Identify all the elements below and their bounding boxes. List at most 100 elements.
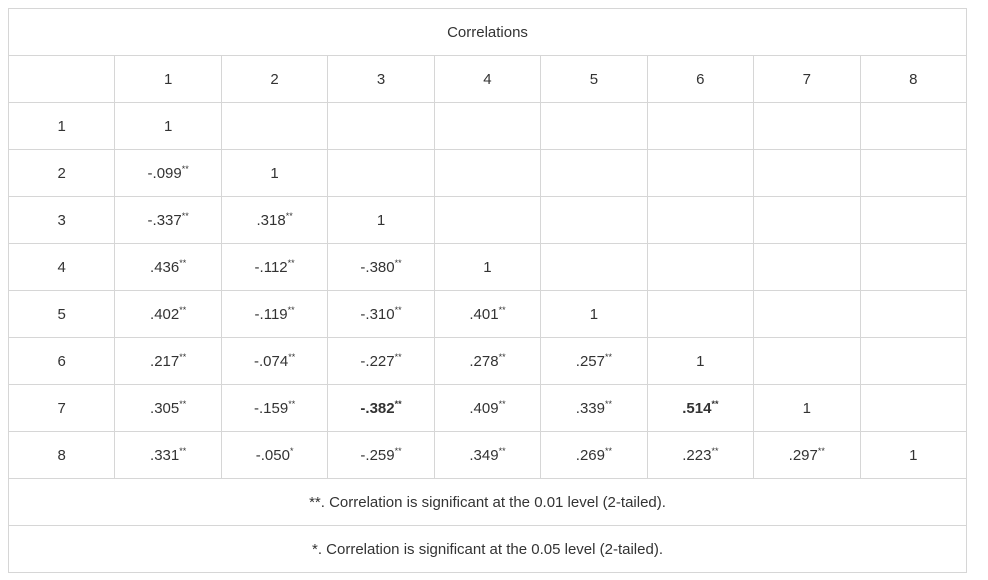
cell-value: -.382 (360, 399, 395, 417)
table-cell: 1 (114, 102, 222, 150)
cell-value: .305 (150, 399, 180, 417)
footnote: **. Correlation is significant at the 0.… (8, 478, 967, 526)
column-header: 5 (540, 55, 648, 103)
table-cell (433, 196, 542, 244)
table-cell (859, 149, 967, 197)
table-cell (433, 102, 542, 150)
table-row: 8.331** -.050* -.259** .349** .269** .223** .2… (7, 431, 967, 479)
table-cell (753, 243, 861, 291)
table-cell: .349** (433, 431, 542, 479)
significance-marker: ** (179, 304, 187, 315)
table-row: 7.305** -.159** -.382** .409** .339** .514** 1 (7, 384, 967, 432)
significance-marker: ** (179, 257, 187, 268)
corner-cell (7, 55, 116, 103)
table-cell: .436** (114, 243, 222, 291)
significance-marker: ** (288, 398, 296, 409)
table-cell: .223** (646, 431, 755, 479)
table-cell: .297** (753, 431, 861, 479)
significance-marker: ** (498, 351, 506, 362)
table-cell (753, 337, 861, 385)
table-cell (753, 102, 861, 150)
column-header: 2 (220, 55, 329, 103)
significance-marker: ** (394, 445, 402, 456)
table-title: Correlations (8, 8, 967, 56)
significance-marker: ** (498, 398, 506, 409)
row-header: 1 (7, 102, 116, 150)
significance-marker: ** (711, 445, 719, 456)
significance-marker: ** (288, 351, 296, 362)
cell-value: .436 (150, 258, 180, 276)
table-cell: 1 (433, 243, 542, 291)
table-cell (859, 384, 967, 432)
cell-value: -.310 (360, 305, 395, 323)
table-cell (540, 149, 648, 197)
table-cell (753, 290, 861, 338)
table-cell (646, 102, 755, 150)
table-cell (646, 149, 755, 197)
table-cell: 1 (753, 384, 861, 432)
table-row: 5.402** -.119** -.310** .401** 1 (7, 290, 967, 338)
table-cell (859, 196, 967, 244)
significance-marker: ** (605, 398, 613, 409)
column-header: 6 (646, 55, 755, 103)
significance-marker: ** (181, 163, 189, 174)
cell-value: 1 (696, 352, 705, 370)
cell-value: .217 (150, 352, 180, 370)
significance-marker: ** (179, 445, 187, 456)
cell-value: .402 (150, 305, 180, 323)
cell-value: -.259 (360, 446, 395, 464)
significance-marker: ** (605, 445, 613, 456)
table-cell: -.112** (220, 243, 329, 291)
table-cell: -.119** (220, 290, 329, 338)
cell-value: -.380 (360, 258, 395, 276)
table-cell: .401** (433, 290, 542, 338)
table-cell: .257** (540, 337, 648, 385)
cell-value: .401 (469, 305, 499, 323)
significance-marker: * (289, 445, 294, 456)
cell-value: 1 (589, 305, 599, 323)
table-cell (859, 102, 967, 150)
table-cell: -.337** (114, 196, 222, 244)
table-cell: .269** (540, 431, 648, 479)
row-header: 6 (7, 337, 116, 385)
table-cell: 1 (540, 290, 648, 338)
significance-marker: ** (287, 304, 295, 315)
table-cell: .409** (433, 384, 542, 432)
table-cell: -.159** (220, 384, 329, 432)
table-cell: .318** (220, 196, 329, 244)
table-row: 4.436** -.112** -.380** 1 (7, 243, 967, 291)
table-cell: -.050* (220, 431, 329, 479)
cell-value: .269 (575, 446, 605, 464)
table-row: 3 -.337** .318** 1 (7, 196, 967, 244)
significance-marker: ** (287, 257, 295, 268)
table-cell: 1 (327, 196, 435, 244)
table-cell: -.227** (327, 337, 435, 385)
table-cell: -.310** (327, 290, 435, 338)
table-row: 2 -.099** 1 (7, 149, 967, 197)
row-header: 2 (7, 149, 116, 197)
row-header: 4 (7, 243, 116, 291)
table-cell: -.259** (327, 431, 435, 479)
cell-value: -.119 (254, 305, 288, 323)
row-header: 3 (7, 196, 116, 244)
table-cell (220, 102, 329, 150)
significance-marker: ** (394, 398, 402, 409)
cell-value: 1 (483, 258, 492, 276)
cell-value: .318 (256, 211, 286, 229)
cell-value: .257 (575, 352, 605, 370)
cell-value: -.099 (147, 164, 182, 182)
table-cell (859, 337, 967, 385)
significance-marker: ** (498, 445, 506, 456)
significance-marker: ** (394, 257, 402, 268)
table-cell (540, 102, 648, 150)
table-cell: -.074** (220, 337, 329, 385)
significance-marker: ** (181, 210, 189, 221)
column-header: 4 (433, 55, 542, 103)
significance-marker: ** (179, 351, 187, 362)
cell-value: 1 (376, 211, 386, 229)
cell-value: 1 (909, 446, 918, 464)
table-cell: 1 (220, 149, 329, 197)
cell-value: -.112 (254, 258, 288, 276)
